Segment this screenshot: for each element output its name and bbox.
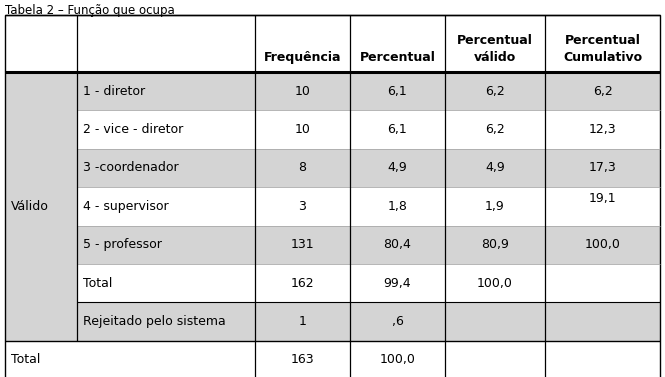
Bar: [5, 72, 77, 110]
Bar: [77, 110, 255, 149]
Text: 1: 1: [299, 315, 307, 328]
Bar: [350, 72, 445, 110]
Text: 3: 3: [299, 200, 307, 213]
Bar: [350, 341, 445, 377]
Text: 6,2: 6,2: [593, 85, 612, 98]
Text: 131: 131: [291, 238, 315, 251]
Bar: [350, 149, 445, 187]
Bar: [545, 341, 660, 377]
Text: 99,4: 99,4: [384, 277, 412, 290]
Text: 17,3: 17,3: [589, 161, 616, 175]
Text: Cumulativo: Cumulativo: [563, 51, 642, 64]
Text: 5 - professor: 5 - professor: [83, 238, 162, 251]
Text: 6,2: 6,2: [485, 123, 505, 136]
Bar: [445, 110, 545, 149]
Bar: [350, 225, 445, 264]
Text: 1,8: 1,8: [388, 200, 408, 213]
Bar: [77, 72, 255, 110]
Bar: [255, 302, 350, 341]
Text: 19,1: 19,1: [589, 192, 616, 205]
Bar: [5, 110, 77, 149]
Bar: [5, 341, 77, 377]
Text: 3 -coordenador: 3 -coordenador: [83, 161, 179, 175]
Text: 6,1: 6,1: [388, 123, 408, 136]
Bar: [255, 110, 350, 149]
Bar: [255, 225, 350, 264]
Text: Percentual: Percentual: [360, 51, 436, 64]
Text: Percentual: Percentual: [457, 34, 533, 47]
Bar: [255, 72, 350, 110]
Text: Frequência: Frequência: [264, 51, 341, 64]
Bar: [445, 302, 545, 341]
Bar: [350, 302, 445, 341]
Bar: [445, 264, 545, 302]
Bar: [77, 341, 255, 377]
Text: Rejeitado pelo sistema: Rejeitado pelo sistema: [83, 315, 225, 328]
Bar: [350, 110, 445, 149]
Text: 100,0: 100,0: [380, 353, 416, 366]
Text: Total: Total: [83, 277, 112, 290]
Bar: [445, 149, 545, 187]
Bar: [5, 2, 660, 15]
Text: Percentual: Percentual: [565, 34, 640, 47]
Text: 10: 10: [295, 123, 311, 136]
Bar: [77, 187, 255, 225]
Text: 163: 163: [291, 353, 315, 366]
Bar: [77, 225, 255, 264]
Bar: [545, 225, 660, 264]
Bar: [5, 149, 77, 187]
Bar: [545, 264, 660, 302]
Bar: [545, 302, 660, 341]
Text: 100,0: 100,0: [477, 277, 513, 290]
Text: 100,0: 100,0: [585, 238, 620, 251]
Bar: [5, 187, 77, 225]
Text: 4,9: 4,9: [388, 161, 408, 175]
Text: 8: 8: [299, 161, 307, 175]
Bar: [545, 72, 660, 110]
Text: 10: 10: [295, 85, 311, 98]
Bar: [255, 264, 350, 302]
Bar: [255, 341, 350, 377]
Text: Tabela 2 – Função que ocupa: Tabela 2 – Função que ocupa: [5, 4, 175, 17]
Bar: [545, 149, 660, 187]
Bar: [445, 72, 545, 110]
Text: 1 - diretor: 1 - diretor: [83, 85, 145, 98]
Bar: [5, 15, 660, 72]
Bar: [350, 264, 445, 302]
Bar: [445, 187, 545, 225]
Text: 2 - vice - diretor: 2 - vice - diretor: [83, 123, 184, 136]
Text: 4,9: 4,9: [485, 161, 505, 175]
Bar: [5, 225, 77, 264]
Text: 162: 162: [291, 277, 315, 290]
Bar: [255, 187, 350, 225]
Bar: [77, 149, 255, 187]
Text: Total: Total: [11, 353, 41, 366]
Bar: [77, 302, 255, 341]
Bar: [77, 264, 255, 302]
Text: Válido: Válido: [11, 200, 49, 213]
Bar: [5, 264, 77, 302]
Text: 12,3: 12,3: [589, 123, 616, 136]
Bar: [445, 225, 545, 264]
Text: 4 - supervisor: 4 - supervisor: [83, 200, 169, 213]
Text: válido: válido: [474, 51, 516, 64]
Text: 80,9: 80,9: [481, 238, 509, 251]
Bar: [545, 110, 660, 149]
Bar: [5, 302, 77, 341]
Bar: [445, 341, 545, 377]
Text: ,6: ,6: [392, 315, 404, 328]
Text: 80,4: 80,4: [384, 238, 412, 251]
Bar: [255, 149, 350, 187]
Text: 6,1: 6,1: [388, 85, 408, 98]
Bar: [350, 187, 445, 225]
Text: 1,9: 1,9: [485, 200, 505, 213]
Text: 6,2: 6,2: [485, 85, 505, 98]
Bar: [545, 187, 660, 225]
